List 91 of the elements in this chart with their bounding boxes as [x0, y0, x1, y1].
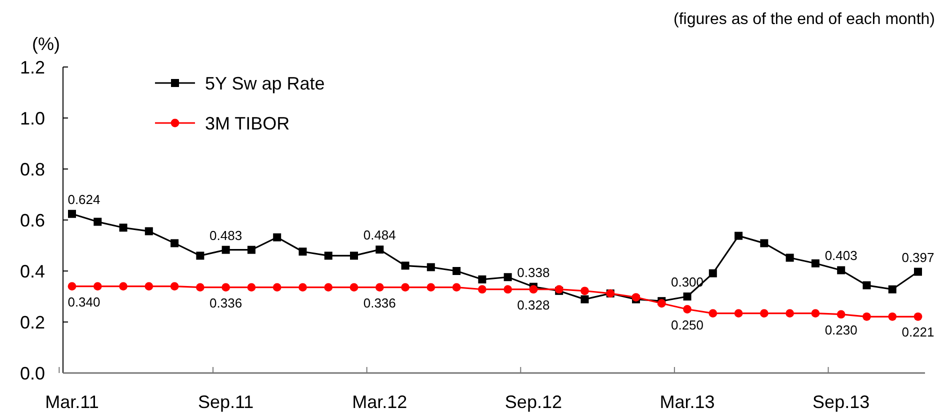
- x-tick-label: Mar.13: [660, 392, 715, 412]
- point: [272, 283, 282, 292]
- point: [837, 266, 846, 274]
- point: [529, 285, 538, 294]
- point: [786, 254, 794, 262]
- y-tick-label: 0.2: [20, 312, 45, 332]
- y-tick-label: 1.2: [20, 57, 45, 78]
- point: [144, 282, 154, 290]
- data-label: 0.336: [363, 295, 396, 310]
- point: [478, 275, 486, 284]
- point: [273, 233, 282, 242]
- point: [914, 268, 922, 276]
- point: [350, 252, 358, 260]
- data-label: 0.300: [671, 274, 704, 290]
- data-label: 0.328: [517, 297, 550, 312]
- point: [683, 292, 692, 300]
- point: [580, 286, 589, 296]
- point: [862, 312, 871, 321]
- y-tick-label: 0.8: [20, 159, 45, 180]
- point: [324, 252, 332, 260]
- point: [170, 239, 179, 248]
- point: [708, 309, 718, 318]
- x-tick-label: Sep.13: [812, 392, 870, 412]
- point: [401, 283, 410, 292]
- point: [68, 282, 76, 290]
- data-label: 0.403: [824, 248, 858, 264]
- point: [350, 283, 358, 292]
- point: [93, 282, 102, 290]
- data-label: 0.483: [210, 228, 242, 243]
- point: [94, 218, 102, 226]
- point: [170, 282, 179, 290]
- x-tick-label: Sep.12: [504, 392, 562, 412]
- point: [196, 252, 204, 260]
- point: [734, 309, 743, 318]
- point: [452, 283, 461, 292]
- y-tick-label: 1.0: [20, 108, 45, 128]
- point: [734, 232, 743, 240]
- point: [222, 246, 230, 254]
- point: [324, 283, 333, 292]
- point: [760, 239, 768, 248]
- point: [401, 262, 410, 270]
- point: [68, 210, 76, 218]
- y-tick-label: 0.4: [20, 261, 45, 282]
- data-label: 0.250: [671, 317, 704, 332]
- point: [119, 282, 128, 290]
- point: [298, 248, 307, 256]
- point: [247, 283, 256, 292]
- point: [836, 310, 846, 319]
- point: [708, 269, 717, 278]
- point: [914, 312, 922, 321]
- x-tick-label: Sep.11: [198, 392, 254, 412]
- point: [580, 295, 589, 304]
- data-label: 0.484: [363, 228, 396, 243]
- point: [504, 273, 512, 282]
- point: [478, 285, 486, 294]
- data-label: 0.624: [68, 192, 100, 207]
- legend-label: 5Y Sw ap Rate: [205, 73, 325, 94]
- data-label: 0.336: [210, 295, 242, 310]
- point: [452, 267, 461, 275]
- point: [504, 285, 512, 294]
- y-tick-label: 0.6: [20, 210, 45, 230]
- point: [760, 309, 768, 318]
- point: [811, 259, 820, 268]
- point: [144, 227, 153, 236]
- y-axis-title: (%): [32, 34, 60, 54]
- point: [657, 299, 666, 308]
- point: [247, 246, 256, 254]
- point: [888, 312, 897, 321]
- point: [426, 263, 435, 272]
- data-label: 0.340: [68, 294, 100, 310]
- point: [222, 283, 230, 292]
- data-label: 0.397: [902, 250, 934, 265]
- point: [862, 281, 871, 290]
- data-label: 0.221: [902, 324, 934, 340]
- point: [375, 283, 384, 292]
- point: [376, 246, 384, 254]
- point: [196, 283, 204, 292]
- point: [683, 305, 692, 314]
- point: [426, 283, 436, 292]
- legend-label: 3M TIBOR: [205, 113, 290, 134]
- data-label: 0.230: [824, 322, 858, 338]
- x-tick-label: Mar.11: [45, 392, 99, 412]
- point: [298, 283, 307, 292]
- point: [786, 309, 794, 318]
- data-label: 0.338: [517, 264, 550, 280]
- point: [888, 285, 896, 294]
- point: [119, 224, 128, 232]
- point: [811, 309, 820, 318]
- y-tick-label: 0.0: [20, 363, 45, 384]
- text: (figures as of the end of each month): [674, 11, 935, 28]
- x-tick-label: Mar.12: [352, 392, 408, 412]
